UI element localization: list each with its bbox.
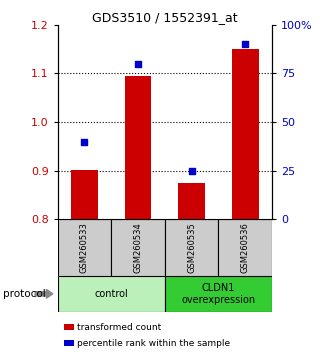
Point xyxy=(189,168,194,174)
Bar xyxy=(218,219,272,276)
Bar xyxy=(232,49,259,219)
Bar xyxy=(124,76,151,219)
Text: protocol: protocol xyxy=(3,289,46,299)
Text: GSM260533: GSM260533 xyxy=(80,222,89,273)
Bar xyxy=(58,276,165,312)
Text: control: control xyxy=(94,289,128,299)
Text: GSM260536: GSM260536 xyxy=(241,222,250,273)
Point xyxy=(243,41,248,47)
Text: percentile rank within the sample: percentile rank within the sample xyxy=(77,339,230,348)
Bar xyxy=(71,170,98,219)
Text: GSM260535: GSM260535 xyxy=(187,222,196,273)
Text: CLDN1
overexpression: CLDN1 overexpression xyxy=(181,283,255,305)
Bar xyxy=(165,276,272,312)
Title: GDS3510 / 1552391_at: GDS3510 / 1552391_at xyxy=(92,11,238,24)
Bar xyxy=(58,219,111,276)
Bar xyxy=(165,219,218,276)
Bar xyxy=(178,183,205,219)
Text: transformed count: transformed count xyxy=(77,323,161,332)
Point xyxy=(82,139,87,144)
Bar xyxy=(111,219,165,276)
Point xyxy=(135,61,140,67)
Text: GSM260534: GSM260534 xyxy=(133,222,142,273)
